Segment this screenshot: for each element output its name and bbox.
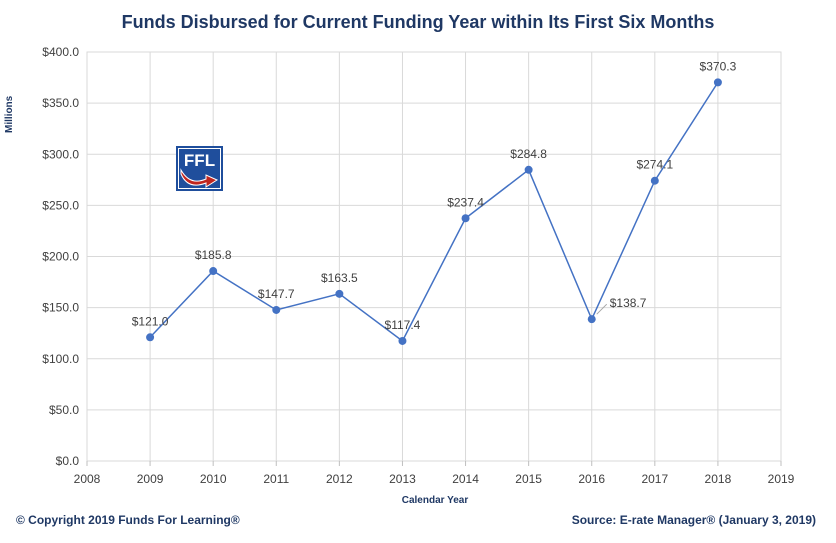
x-axis-title: Calendar Year <box>401 495 469 506</box>
data-label: $370.3 <box>700 59 737 73</box>
data-point <box>272 305 281 314</box>
data-point <box>335 289 344 298</box>
copyright-note: © Copyright 2019 Funds For Learning® <box>16 513 240 527</box>
data-label: $237.4 <box>447 195 484 209</box>
x-tick-label: 2019 <box>768 472 795 486</box>
x-tick-label: 2015 <box>515 472 542 486</box>
x-tick-label: 2013 <box>389 472 416 486</box>
y-axis-title-text: Millions <box>4 95 15 133</box>
x-tick-label: 2011 <box>263 472 289 486</box>
x-tick-label: 2018 <box>705 472 732 486</box>
data-point <box>146 333 155 342</box>
data-label: $121.0 <box>132 314 169 328</box>
label-leader-line <box>596 303 608 315</box>
x-tick-label: 2008 <box>74 472 101 486</box>
data-point <box>398 336 407 345</box>
data-point <box>587 315 596 324</box>
y-axis-title: Millions <box>2 75 16 135</box>
y-tick-label: $350.0 <box>42 96 79 110</box>
y-tick-label: $300.0 <box>42 147 79 161</box>
data-label: $138.7 <box>610 296 647 310</box>
y-tick-label: $400.0 <box>42 45 79 59</box>
y-tick-label: $150.0 <box>42 301 79 315</box>
data-point <box>713 78 722 87</box>
chart-title: Funds Disbursed for Current Funding Year… <box>121 12 715 32</box>
data-label: $163.5 <box>321 271 358 285</box>
data-label: $185.8 <box>195 248 232 262</box>
x-tick-label: 2017 <box>641 472 668 486</box>
y-tick-label: $0.0 <box>56 454 80 468</box>
series-line <box>149 81 719 343</box>
data-label: $284.8 <box>510 147 547 161</box>
source-note: Source: E-rate Manager® (January 3, 2019… <box>571 513 816 527</box>
y-tick-label: $250.0 <box>42 198 79 212</box>
y-tick-label: $50.0 <box>49 403 79 417</box>
data-point <box>461 214 470 223</box>
logo-text: FFL <box>184 151 215 170</box>
data-label: $274.1 <box>636 158 673 172</box>
x-tick-label: 2014 <box>452 472 479 486</box>
x-tick-label: 2016 <box>578 472 605 486</box>
data-label: $117.4 <box>385 318 421 332</box>
y-tick-label: $200.0 <box>42 250 79 264</box>
x-tick-label: 2009 <box>137 472 164 486</box>
y-tick-label: $100.0 <box>42 352 79 366</box>
data-label: $147.7 <box>258 287 295 301</box>
data-point <box>650 176 659 185</box>
data-point <box>209 267 218 276</box>
data-point <box>524 165 533 174</box>
ffl-logo: FFL <box>176 146 223 191</box>
x-tick-label: 2010 <box>200 472 227 486</box>
x-tick-label: 2012 <box>326 472 353 486</box>
